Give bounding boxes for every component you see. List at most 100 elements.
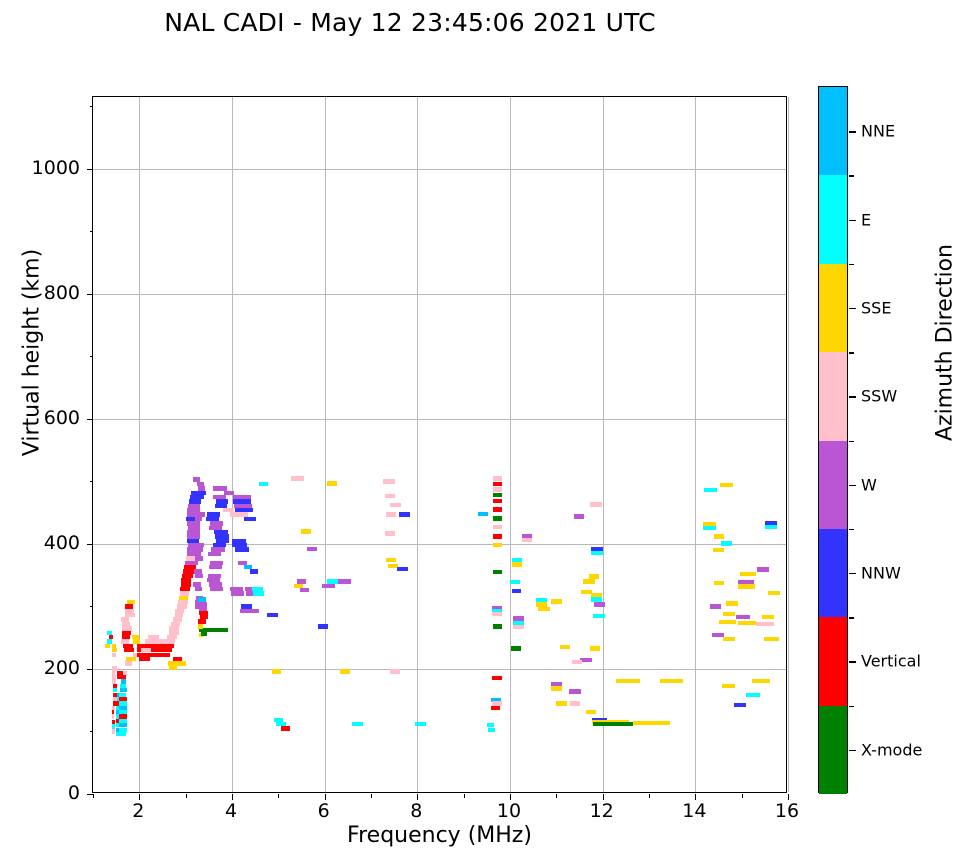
echo-mark [207,573,221,579]
echo-mark [159,652,170,657]
echo-mark [385,558,397,563]
y-tick-label: 1000 [31,156,80,179]
echo-mark [170,621,181,627]
echo-mark [216,499,229,504]
echo-mark [492,675,502,680]
echo-mark [209,560,223,565]
echo-mark [113,688,118,693]
echo-mark [492,608,502,614]
echo-mark [113,692,118,697]
echo-mark [238,560,247,565]
echo-mark [493,516,502,521]
y-tick-label: 0 [67,782,80,804]
echo-mark [590,550,603,555]
echo-mark [116,705,122,710]
echo-mark [198,610,208,615]
echo-mark [493,498,502,504]
echo-mark [186,508,200,513]
echo-mark [155,639,166,644]
echo-mark [106,630,113,635]
echo-mark [118,701,128,706]
gridline-horizontal [93,168,786,170]
echo-mark [186,512,199,517]
echo-mark [223,490,234,495]
echo-mark [182,569,195,574]
echo-mark [493,493,502,498]
colorbar-boundary-tick [849,617,854,619]
echo-mark [194,586,203,592]
echo-mark [352,721,363,727]
x-minor-tick [463,794,465,798]
echo-mark [703,488,717,493]
gridline-vertical [232,97,233,792]
echo-mark [208,525,222,530]
gridline-horizontal [93,543,786,545]
echo-mark [198,628,207,633]
y-tick [87,418,93,420]
colorbar-label-nnw: NNW [861,563,901,583]
echo-mark [755,621,775,627]
echo-mark [116,710,122,715]
gridline-vertical [324,97,326,792]
echo-mark [340,669,350,674]
echo-mark [198,632,205,637]
echo-mark [477,511,488,517]
echo-mark [153,643,165,649]
echo-mark [111,710,115,715]
echo-mark [570,701,581,706]
x-tick [695,794,697,800]
echo-mark [720,483,734,488]
echo-mark [757,567,770,572]
echo-mark [113,701,118,706]
gridlines [93,97,789,792]
echo-mark [186,551,199,557]
echo-mark [384,531,396,536]
echo-mark [186,538,199,544]
gridline-horizontal [93,668,786,670]
colorbar-label-e: E [861,210,872,230]
echo-mark [746,693,761,698]
echo-mark [172,617,182,622]
x-tick-label: 14 [682,800,707,822]
echo-mark [329,579,351,584]
x-minor-tick [649,794,650,798]
echo-mark [233,503,253,509]
echo-mark [194,556,204,561]
echo-mark [212,494,227,500]
colorbar-tick [849,661,856,663]
echo-mark [121,635,131,640]
x-tick [324,794,326,800]
echo-mark [593,721,634,727]
echo-mark [184,560,198,565]
echo-mark [196,481,205,487]
echo-mark [296,579,307,584]
echo-mark [736,614,750,620]
echo-mark [415,721,426,727]
echo-mark [510,579,521,585]
y-tick [87,293,93,295]
colorbar-segment-e [819,175,847,264]
x-tick-label: 2 [132,800,145,822]
echo-mark [725,601,738,606]
data-marks-layer [93,97,786,792]
echo-mark [119,683,127,689]
echo-mark [321,583,335,589]
x-axis-label: Frequency (MHz) [347,823,532,848]
echo-mark [113,696,118,702]
echo-mark [168,630,180,635]
echo-mark [739,571,756,577]
gridline-vertical [510,97,511,792]
echo-mark [118,718,128,724]
gridline-vertical [788,97,789,792]
echo-mark [588,574,599,579]
echo-mark [667,678,684,684]
echo-mark [181,582,192,587]
echo-mark [201,631,207,637]
colorbar-label-vertical: Vertical [861,651,921,671]
echo-mark [112,666,118,671]
echo-mark [174,613,183,618]
echo-mark [230,512,248,517]
echo-mark [180,591,190,596]
echo-mark [120,675,127,680]
echo-mark [240,608,252,614]
